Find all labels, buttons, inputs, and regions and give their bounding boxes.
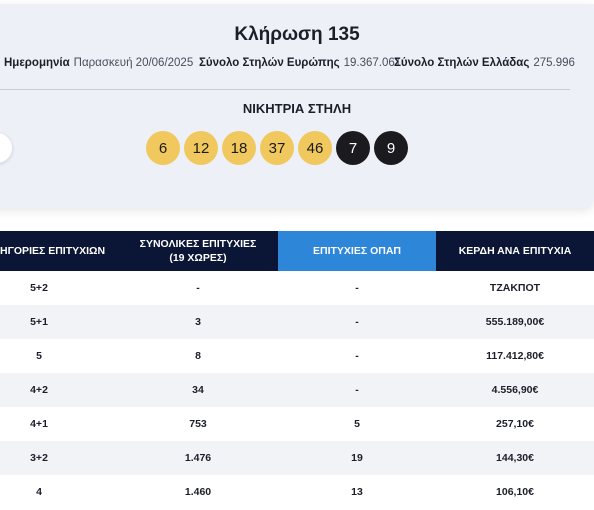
main-number-ball: 46 (298, 131, 332, 165)
cell-prize: ΤΖΑΚΠΟΤ (489, 282, 541, 294)
cell-total: 8 (195, 350, 201, 362)
cell-category: 5+2 (30, 282, 48, 294)
cell-total: 3 (195, 316, 201, 328)
cell-category: 5+1 (30, 316, 48, 328)
cell-total: 1.476 (184, 452, 212, 464)
header-opap-winners[interactable]: ΕΠΙΤΥΧΙΕΣ ΟΠΑΠ (278, 231, 436, 271)
cell-category: 4+1 (30, 418, 48, 430)
header-prize: ΚΕΡΔΗ ΑΝΑ ΕΠΙΤΥΧΙΑ (458, 245, 572, 257)
draw-date-label: Ημερομηνία (4, 57, 70, 69)
table-row: 4+2 34 - 4.556,90€ (0, 373, 594, 407)
cell-prize: 4.556,90€ (491, 384, 539, 396)
draw-card (0, 4, 594, 208)
table-row: 5 8 - 117.412,80€ (0, 339, 594, 373)
main-number-ball: 18 (222, 131, 256, 165)
cell-opap: - (355, 350, 359, 362)
cell-category: 4+2 (30, 384, 48, 396)
cell-prize: 555.189,00€ (485, 316, 545, 328)
cell-prize: 257,10€ (496, 418, 534, 430)
winnings-table: ΗΓΟΡΙΕΣ ΕΠΙΤΥΧΙΩΝ ΣΥΝΟΛΙΚΕΣ ΕΠΙΤΥΧΙΕΣ (1… (0, 231, 594, 509)
main-number-ball: 37 (260, 131, 294, 165)
draw-title: Κλήρωση 135 (234, 24, 360, 45)
table-header: ΗΓΟΡΙΕΣ ΕΠΙΤΥΧΙΩΝ ΣΥΝΟΛΙΚΕΣ ΕΠΙΤΥΧΙΕΣ (1… (0, 231, 594, 271)
cell-category: 4 (36, 486, 42, 498)
table-row: 4 1.460 13 106,10€ (0, 475, 594, 509)
europe-total-label: Σύνολο Στηλών Ευρώπης (199, 57, 340, 69)
cell-prize: 144,30€ (496, 452, 534, 464)
header-total-line1: ΣΥΝΟΛΙΚΕΣ ΕΠΙΤΥΧΙΕΣ (139, 238, 257, 250)
draw-date-value: Παρασκευή 20/06/2025 (73, 57, 194, 69)
table-row: 3+2 1.476 19 144,30€ (0, 441, 594, 475)
star-number-ball: 9 (374, 131, 408, 165)
main-number-ball: 12 (184, 131, 218, 165)
header-categories: ΗΓΟΡΙΕΣ ΕΠΙΤΥΧΙΩΝ (0, 245, 106, 257)
table-row: 5+2 - - ΤΖΑΚΠΟΤ (0, 271, 594, 305)
cell-prize: 106,10€ (496, 486, 534, 498)
table-body: 5+2 - - ΤΖΑΚΠΟΤ 5+1 3 - 555.189,00€ 5 8 … (0, 271, 594, 509)
cell-category: 5 (36, 350, 42, 362)
greece-total-value: 275.996 (533, 57, 575, 69)
divider (0, 89, 570, 90)
greece-total: Σύνολο Στηλών Ελλάδας 275.996 (394, 57, 575, 69)
cell-prize: 117.412,80€ (486, 350, 544, 362)
cell-total: 34 (192, 384, 204, 396)
europe-total: Σύνολο Στηλών Ευρώπης 19.367.061 (199, 57, 401, 69)
cell-total: 753 (189, 418, 207, 430)
cell-opap: 5 (354, 418, 360, 430)
winning-column-label: ΝΙΚΗΤΡΙΑ ΣΤΗΛΗ (242, 101, 352, 116)
cell-opap: - (355, 384, 359, 396)
header-total-winners: ΣΥΝΟΛΙΚΕΣ ΕΠΙΤΥΧΙΕΣ (19 ΧΩΡΕΣ) (118, 231, 278, 271)
table-row: 4+1 753 5 257,10€ (0, 407, 594, 441)
carousel-prev-button[interactable] (0, 133, 12, 163)
cell-total: - (196, 282, 200, 294)
main-number-ball: 6 (146, 131, 180, 165)
cell-total: 1.460 (184, 486, 212, 498)
star-number-ball: 7 (336, 131, 370, 165)
table-row: 5+1 3 - 555.189,00€ (0, 305, 594, 339)
winning-numbers: 6 12 18 37 46 7 9 (146, 131, 408, 165)
cell-opap: 13 (351, 486, 363, 498)
draw-date: Ημερομηνία Παρασκευή 20/06/2025 (4, 57, 193, 69)
cell-opap: - (355, 316, 359, 328)
cell-category: 3+2 (30, 452, 48, 464)
europe-total-value: 19.367.061 (343, 57, 402, 69)
greece-total-label: Σύνολο Στηλών Ελλάδας (394, 57, 530, 69)
cell-opap: 19 (351, 452, 363, 464)
cell-opap: - (355, 282, 359, 294)
header-total-line2: (19 ΧΩΡΕΣ) (169, 252, 227, 264)
